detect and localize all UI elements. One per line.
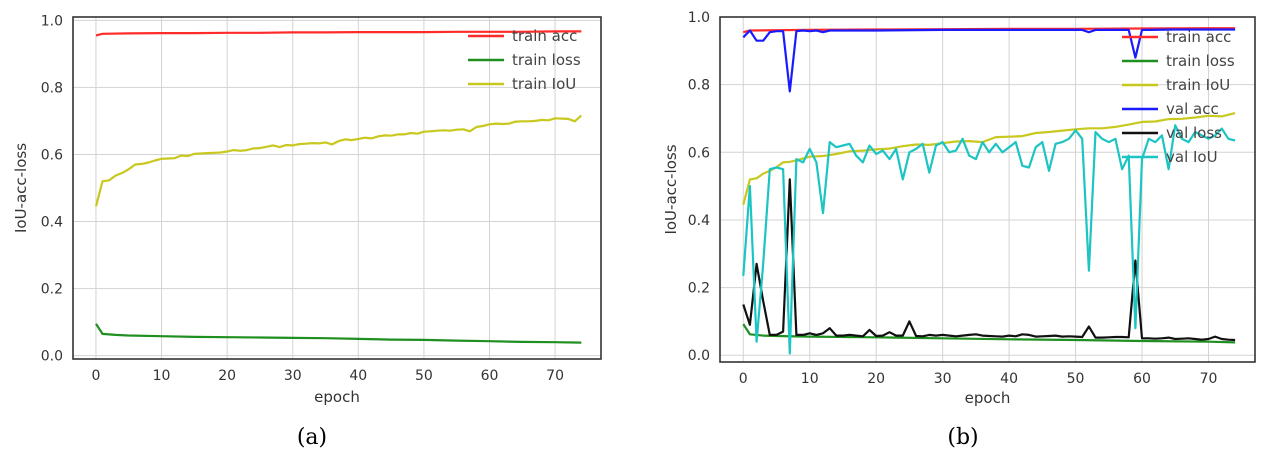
series-line-val-acc	[742, 28, 1236, 93]
x-tick-label: 70	[546, 368, 564, 384]
y-tick-label: 0.6	[41, 147, 63, 163]
x-tick-label: 0	[91, 368, 100, 384]
y-tick-label: 0.2	[41, 282, 63, 298]
grid-lines	[73, 17, 601, 359]
y-tick-label: 0.4	[688, 213, 710, 229]
legend-label-train-acc: train acc	[1166, 28, 1231, 46]
legend-label-train-loss: train loss	[512, 51, 581, 69]
legend-label-train-iou: train IoU	[512, 75, 576, 93]
y-tick-label: 1.0	[41, 13, 63, 29]
panel-caption: (a)	[297, 425, 327, 450]
series-group	[742, 27, 1236, 355]
panel-caption: (b)	[947, 425, 978, 450]
y-tick-label: 0.4	[41, 215, 63, 231]
x-axis-label: epoch	[314, 388, 360, 406]
legend-label-train-iou: train IoU	[1166, 76, 1230, 94]
series-line-train-loss	[742, 323, 1236, 344]
series-line-train-loss	[95, 323, 582, 344]
series-line-val-loss	[742, 178, 1236, 342]
x-tick-label: 50	[1067, 371, 1085, 387]
legend-label-val-acc: val acc	[1166, 100, 1219, 118]
x-tick-label: 60	[1133, 371, 1151, 387]
chart-panel-a: 0 10 20 30 40 50 60 70 0.0 0.2 0.4 0.6 0.8 1.0 epoch Io…	[12, 13, 602, 450]
legend: train acc train loss train IoU	[468, 27, 581, 93]
plot-frame-b	[719, 16, 1256, 363]
y-tick-label: 0.0	[41, 349, 63, 365]
legend-label-train-acc: train acc	[512, 27, 577, 45]
y-tick-label: 0.2	[688, 281, 710, 297]
y-tick-label: 0.6	[688, 145, 710, 161]
chart-panel-b: 0 10 20 30 40 50 60 70 0.0 0.2 0.4 0.6 0.8 1.0 epoch Io…	[662, 10, 1256, 450]
legend-label-val-iou: val IoU	[1166, 148, 1218, 166]
x-axis-label: epoch	[965, 389, 1011, 407]
x-tick-label: 10	[801, 371, 819, 387]
series-line-val-iou	[742, 124, 1236, 355]
y-tick-label: 0.8	[688, 78, 710, 94]
x-tick-label: 50	[415, 368, 433, 384]
plot-frame-a	[72, 16, 602, 360]
x-tick-label: 70	[1200, 371, 1218, 387]
x-tick-label: 0	[739, 371, 748, 387]
series-line-train-acc	[95, 30, 582, 37]
y-tick-label: 1.0	[688, 10, 710, 26]
x-tick-label: 20	[867, 371, 885, 387]
y-axis-label: IoU-acc-loss	[12, 143, 30, 233]
x-tick-label: 20	[218, 368, 236, 384]
series-line-train-iou	[742, 112, 1236, 205]
y-tick-label: 0.8	[41, 80, 63, 96]
y-axis-label: IoU-acc-loss	[662, 144, 680, 234]
legend-label-val-loss: val loss	[1166, 124, 1222, 142]
legend-label-train-loss: train loss	[1166, 52, 1235, 70]
y-tick-label: 0.0	[688, 348, 710, 364]
x-tick-label: 40	[349, 368, 367, 384]
x-tick-label: 40	[1000, 371, 1018, 387]
x-tick-label: 30	[934, 371, 952, 387]
x-tick-label: 10	[153, 368, 171, 384]
series-line-train-iou	[94, 114, 583, 207]
series-group	[94, 30, 583, 344]
x-tick-label: 60	[481, 368, 499, 384]
legend: train acc train loss train IoU val acc val l…	[1122, 28, 1235, 166]
x-tick-label: 30	[284, 368, 302, 384]
